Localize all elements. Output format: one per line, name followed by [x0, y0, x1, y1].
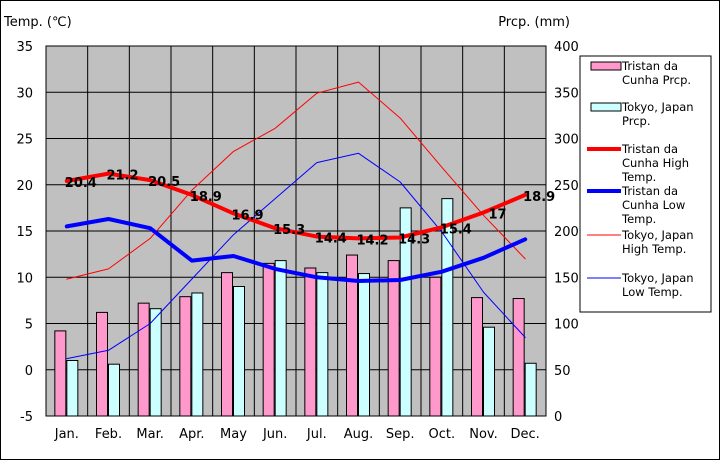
legend-tristan-low-text: Temp.: [621, 212, 656, 226]
tristan-prcp-bar: [262, 262, 275, 417]
prcp-tick-label: 200: [554, 225, 579, 240]
month-label: Oct.: [429, 427, 456, 442]
tokyo-prcp-bar: [108, 363, 120, 417]
prcp-tick-label: 0: [554, 410, 562, 425]
prcp-tick-label: 300: [554, 133, 579, 148]
month-label: May: [220, 427, 247, 442]
temp-tick-label: 30: [16, 86, 33, 101]
tokyo-high-line: [66, 81, 526, 280]
month-label: Apr.: [179, 427, 204, 442]
high-temp-data-label: 20.5: [148, 175, 180, 190]
axes: Temp. (℃) Prcp. (mm) 35302520151050-5400…: [3, 15, 579, 442]
tokyo-low-line: [66, 152, 526, 360]
tristan-prcp-bar: [54, 330, 67, 417]
data-labels: 20.4 21.2 20.5 18.9 16.9 15.3 14.4 14.2 14.3 15.4…: [65, 169, 555, 249]
tristan-prcp-bar: [304, 267, 317, 417]
high-temp-data-label: 14.2: [356, 233, 388, 248]
high-temp-data-label: 14.3: [398, 232, 430, 247]
tokyo-prcp-bar: [441, 198, 454, 417]
tokyo-prcp-bar: [149, 308, 162, 417]
tokyo-prcp-bar: [233, 286, 245, 417]
high-temp-data-label: 17: [488, 208, 506, 223]
legend-tristan-low-text: Tristan da: [621, 184, 678, 198]
month-label: Mar.: [136, 427, 163, 442]
left-axis-title: Temp. (℃): [3, 15, 72, 30]
tristan-prcp-bar: [137, 302, 150, 417]
tristan-prcp-bar: [387, 260, 400, 417]
legend-box: [579, 55, 712, 313]
tristan-low-line: [64, 217, 528, 283]
temp-tick-label: 15: [16, 225, 33, 240]
tristan-prcp-bar: [346, 254, 358, 417]
high-temp-data-label: 14.4: [315, 232, 347, 247]
legend-tristan-prcp-text: Cunha Prcp.: [622, 73, 691, 87]
prcp-tick-label: 100: [554, 318, 579, 333]
temp-tick-label: 20: [16, 179, 33, 194]
legend-tristan-high-text: Temp.: [621, 170, 656, 184]
legend-tristan-high-text: Cunha High: [622, 156, 689, 170]
prcp-tick-label: 150: [554, 271, 579, 286]
tristan-prcp-bar: [512, 298, 525, 417]
high-temp-data-label: 15.4: [440, 222, 472, 237]
temp-tick-label: 0: [25, 364, 33, 379]
legend-tokyo-high-text: High Temp.: [622, 242, 686, 256]
legend-tokyo-low-text: Low Temp.: [622, 285, 683, 299]
high-temp-data-label: 15.3: [273, 223, 305, 238]
legend-tokyo-prcp-text: Tokyo, Japan: [621, 100, 694, 114]
legend-tristan-prcp-text: Tristan da: [621, 59, 678, 73]
tokyo-prcp-bar: [358, 273, 370, 417]
temp-tick-label: 35: [16, 40, 33, 55]
high-temp-data-label: 21.2: [106, 169, 138, 184]
tristan-high-line: [64, 171, 528, 241]
legend-tristan-low-text: Cunha Low: [622, 198, 685, 212]
legend-tristan-prcp-swatch: [590, 61, 622, 71]
month-label: Dec.: [511, 427, 540, 442]
high-temp-data-label: 20.4: [65, 176, 97, 191]
high-temp-data-label: 16.9: [231, 208, 263, 223]
tokyo-prcp-bar: [483, 326, 495, 417]
prcp-tick-label: 400: [554, 40, 579, 55]
tristan-prcp-bar: [471, 297, 483, 417]
month-label: Nov.: [469, 427, 498, 442]
tokyo-prcp-bar: [274, 260, 287, 417]
temperature-lines: [64, 81, 528, 360]
month-label: Jan.: [54, 427, 79, 442]
high-temp-data-label: 18.9: [523, 190, 555, 205]
right-axis-title: Prcp. (mm): [498, 15, 570, 30]
legend-tokyo-prcp-swatch: [590, 102, 622, 112]
temp-tick-label: 5: [25, 318, 33, 333]
temp-tick-label: 25: [16, 133, 33, 148]
prcp-tick-label: 350: [554, 86, 579, 101]
tristan-prcp-bar: [96, 311, 108, 417]
legend-tokyo-high-text: Tokyo, Japan: [621, 228, 694, 242]
legend-tristan-high-text: Tristan da: [621, 142, 678, 156]
month-label: Jun.: [262, 427, 287, 442]
tokyo-prcp-bar: [191, 292, 204, 417]
month-label: Jul.: [306, 427, 327, 442]
prcp-tick-label: 250: [554, 179, 579, 194]
precipitation-bars: [54, 198, 537, 417]
prcp-tick-label: 50: [554, 364, 571, 379]
tristan-prcp-bar: [179, 296, 192, 417]
high-temp-data-label: 18.9: [190, 190, 222, 205]
legend-tokyo-low-text: Tokyo, Japan: [621, 271, 694, 285]
tokyo-prcp-bar: [316, 272, 329, 417]
temp-tick-label: 10: [16, 271, 33, 286]
month-label: Aug.: [344, 427, 374, 442]
tristan-prcp-bar: [221, 272, 233, 417]
tokyo-prcp-bar: [399, 207, 412, 417]
gridlines: [46, 46, 546, 416]
legend-tokyo-prcp-text: Prcp.: [622, 114, 651, 128]
month-label: Feb.: [95, 427, 122, 442]
tristan-prcp-bar: [429, 276, 442, 417]
temp-tick-label: -5: [20, 410, 33, 425]
tokyo-prcp-bar: [524, 362, 537, 417]
month-label: Sep.: [386, 427, 415, 442]
tokyo-prcp-bar: [66, 360, 79, 417]
